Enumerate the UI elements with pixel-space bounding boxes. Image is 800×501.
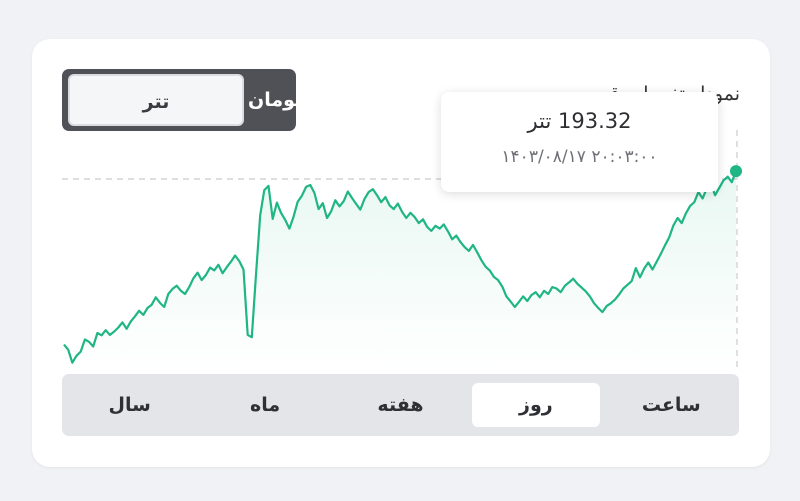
tooltip-price: 193.32 تتر xyxy=(527,109,632,133)
range-year-button[interactable]: سال xyxy=(108,394,151,416)
time-range-selector: ساعت روز هفته ماه سال xyxy=(62,374,739,436)
range-week-button[interactable]: هفته xyxy=(377,394,424,416)
range-day-button[interactable]: روز xyxy=(471,383,600,427)
tooltip-datetime: ۱۴۰۳/۰۸/۱۷ ۲۰:۰۳:۰۰ xyxy=(501,147,658,167)
price-tooltip: 193.32 تتر ۱۴۰۳/۰۸/۱۷ ۲۰:۰۳:۰۰ xyxy=(441,92,718,192)
current-point-marker xyxy=(730,165,742,178)
range-month-button[interactable]: ماه xyxy=(250,394,281,416)
range-hour-button[interactable]: ساعت xyxy=(641,394,701,416)
price-area xyxy=(64,171,736,372)
currency-toman-button[interactable]: تومان xyxy=(248,89,303,111)
currency-toggle: تتر تومان xyxy=(62,69,303,131)
currency-usdt-button[interactable]: تتر xyxy=(68,74,244,126)
price-line xyxy=(63,170,738,364)
